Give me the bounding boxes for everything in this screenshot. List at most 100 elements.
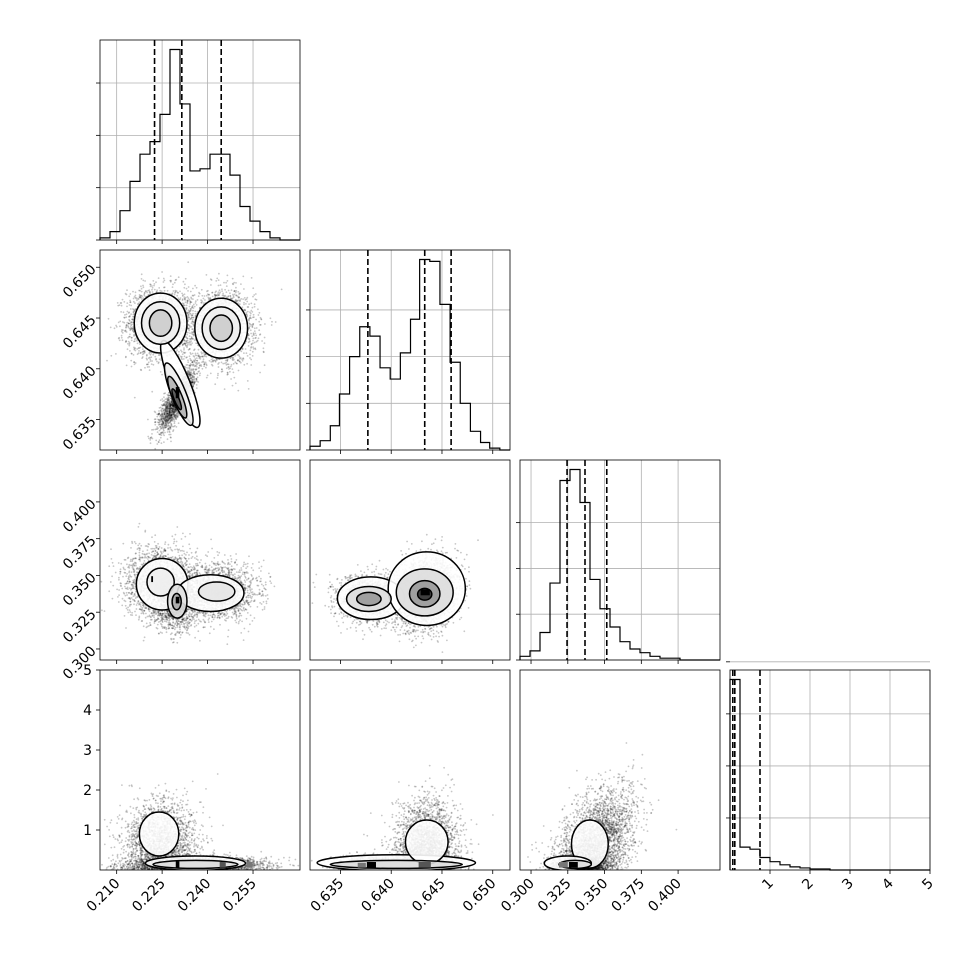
scatter-point (227, 358, 229, 360)
scatter-point (250, 343, 253, 346)
axes-background (100, 40, 300, 240)
scatter-point (138, 301, 141, 303)
scatter-point (138, 294, 141, 296)
scatter-point (234, 291, 237, 294)
scatter-point (271, 320, 273, 323)
scatter-point (250, 347, 252, 349)
scatter-point (212, 359, 215, 362)
scatter-point (237, 302, 240, 305)
scatter-point (225, 367, 228, 370)
scatter-point (132, 297, 135, 300)
scatter-point (125, 340, 127, 342)
scatter-point (134, 347, 137, 349)
scatter-point (117, 321, 120, 324)
scatter-point (183, 304, 186, 307)
scatter-point (255, 318, 257, 321)
scatter-point (132, 329, 134, 332)
scatter-point (160, 408, 163, 410)
scatter-point (218, 292, 221, 295)
scatter-point (172, 429, 175, 431)
scatter-point (169, 405, 172, 407)
scatter-point (163, 413, 166, 416)
scatter-point (269, 317, 272, 320)
scatter-point (192, 307, 195, 309)
scatter-point (129, 308, 132, 310)
scatter-point (234, 298, 237, 301)
scatter-point (107, 317, 110, 320)
scatter-point (163, 289, 166, 292)
scatter-point (134, 362, 137, 364)
scatter-point (226, 371, 229, 374)
scatter-point (136, 342, 139, 345)
scatter-point (121, 332, 124, 334)
scatter-point (194, 284, 197, 287)
scatter-point (151, 286, 154, 289)
scatter-point (139, 296, 142, 299)
scatter-point (169, 428, 172, 430)
scatter-point (165, 411, 167, 414)
scatter-point (162, 433, 165, 435)
scatter-point (205, 363, 208, 366)
scatter-point (211, 358, 214, 360)
scatter-point (141, 348, 144, 350)
scatter-point (188, 310, 191, 312)
scatter-point (245, 313, 248, 316)
scatter-point (176, 294, 179, 297)
scatter-point (144, 280, 147, 282)
scatter-point (230, 378, 233, 380)
scatter-point (232, 371, 235, 374)
scatter-point (200, 299, 203, 301)
scatter-point (249, 357, 251, 359)
scatter-point (262, 350, 265, 353)
scatter-point (211, 295, 214, 298)
scatter-point (248, 327, 251, 329)
scatter-point (175, 418, 177, 421)
scatter-point (181, 353, 184, 356)
scatter-point (130, 324, 133, 327)
scatter-point (140, 297, 143, 299)
scatter-point (192, 355, 195, 357)
scatter-point (188, 325, 191, 327)
scatter-point (184, 344, 187, 346)
scatter-point (183, 342, 186, 345)
scatter-point (162, 421, 165, 424)
scatter-point (124, 330, 127, 333)
scatter-point (192, 331, 195, 334)
scatter-point (192, 309, 194, 312)
scatter-point (238, 296, 240, 298)
scatter-point (162, 415, 165, 418)
scatter-point (193, 349, 195, 352)
scatter-point (191, 380, 194, 382)
scatter-point (196, 359, 198, 362)
scatter-point (188, 310, 191, 313)
scatter-point (217, 366, 220, 368)
scatter-point (263, 342, 266, 345)
scatter-point (128, 295, 131, 298)
scatter-point (132, 327, 134, 330)
scatter-point (129, 329, 132, 332)
scatter-point (128, 344, 131, 347)
scatter-point (131, 321, 134, 324)
scatter-point (246, 380, 249, 382)
scatter-point (187, 372, 190, 375)
scatter-point (226, 359, 229, 362)
scatter-point (220, 370, 223, 373)
scatter-point (259, 324, 261, 326)
scatter-point (261, 340, 263, 342)
scatter-point (201, 367, 204, 370)
scatter-point (174, 289, 177, 292)
scatter-point (171, 403, 174, 406)
scatter-point (130, 337, 133, 339)
scatter-point (185, 307, 188, 310)
scatter-point (194, 314, 197, 317)
scatter-point (187, 297, 190, 299)
scatter-point (229, 357, 232, 360)
scatter-point (153, 410, 156, 413)
scatter-point (148, 352, 151, 355)
scatter-point (188, 347, 191, 350)
scatter-point (132, 311, 135, 314)
scatter-point (255, 334, 258, 337)
scatter-point (186, 312, 189, 315)
scatter-point (231, 356, 234, 359)
scatter-point (161, 400, 164, 403)
